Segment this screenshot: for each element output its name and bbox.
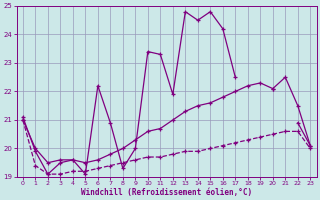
X-axis label: Windchill (Refroidissement éolien,°C): Windchill (Refroidissement éolien,°C): [81, 188, 252, 197]
